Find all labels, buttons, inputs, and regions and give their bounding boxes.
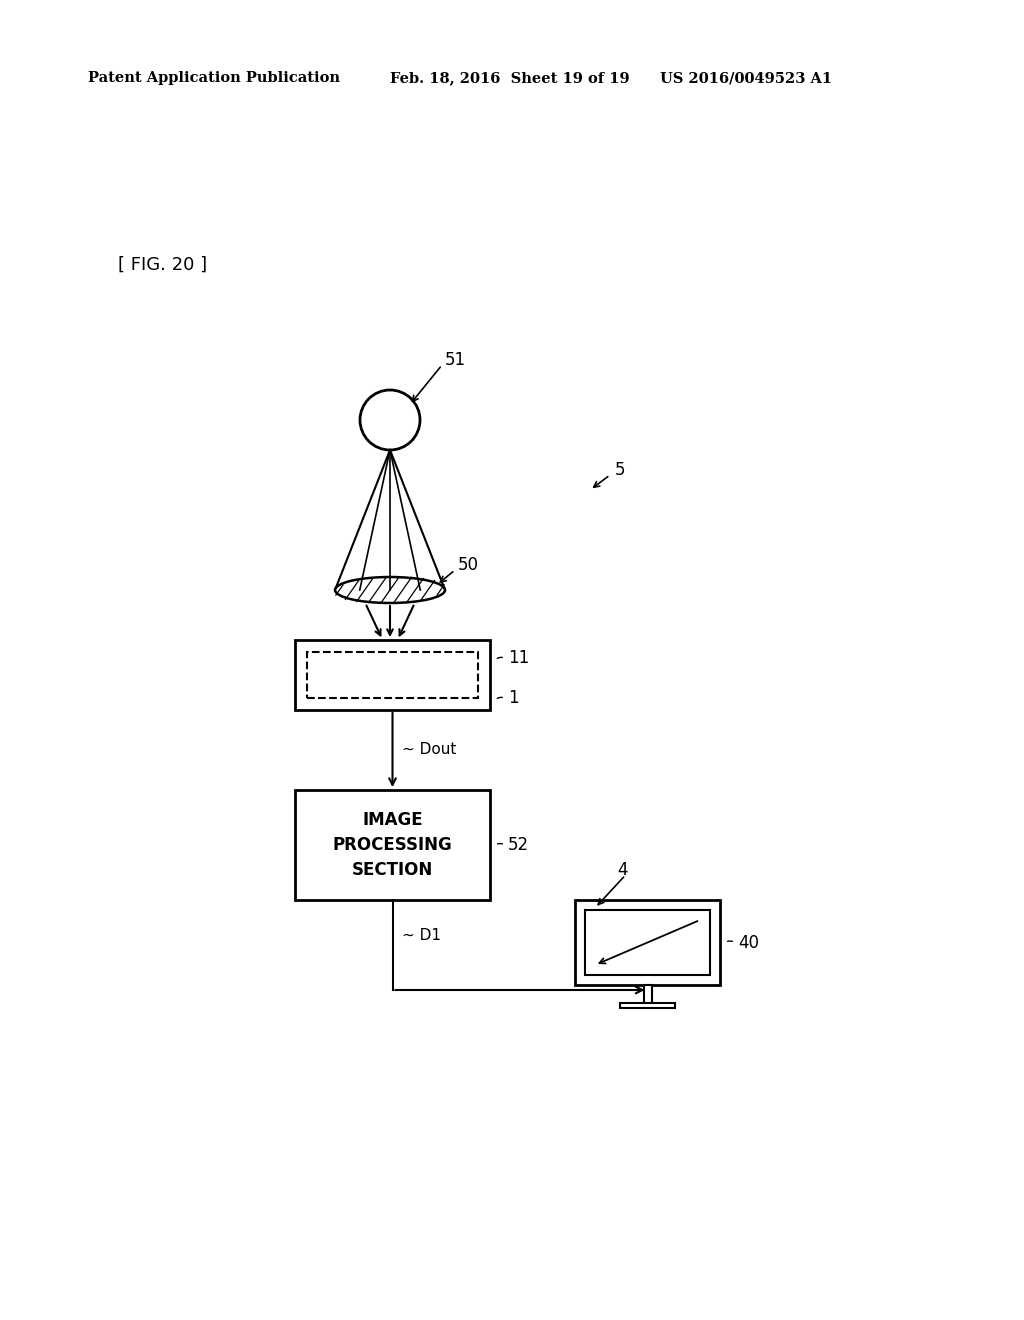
Text: 51: 51 [445,351,466,370]
Text: US 2016/0049523 A1: US 2016/0049523 A1 [660,71,833,84]
Text: 52: 52 [508,836,529,854]
Text: 5: 5 [615,461,626,479]
Bar [307,652,478,698]
Text: 4: 4 [617,861,628,879]
Text: ~ D1: ~ D1 [402,928,441,944]
Text: 40: 40 [738,933,759,952]
Bar [295,640,490,710]
Bar [575,900,720,985]
Text: Patent Application Publication: Patent Application Publication [88,71,340,84]
Text: ~ Dout: ~ Dout [402,742,457,758]
Text: 1: 1 [508,689,518,708]
Text: IMAGE
PROCESSING
SECTION: IMAGE PROCESSING SECTION [333,810,453,879]
Bar [643,985,651,1003]
Bar [620,1003,675,1008]
Text: [ FIG. 20 ]: [ FIG. 20 ] [118,256,207,275]
Text: Feb. 18, 2016  Sheet 19 of 19: Feb. 18, 2016 Sheet 19 of 19 [390,71,630,84]
Text: 50: 50 [458,556,479,574]
Bar [585,909,710,975]
Text: 11: 11 [508,649,529,667]
Bar [295,789,490,900]
